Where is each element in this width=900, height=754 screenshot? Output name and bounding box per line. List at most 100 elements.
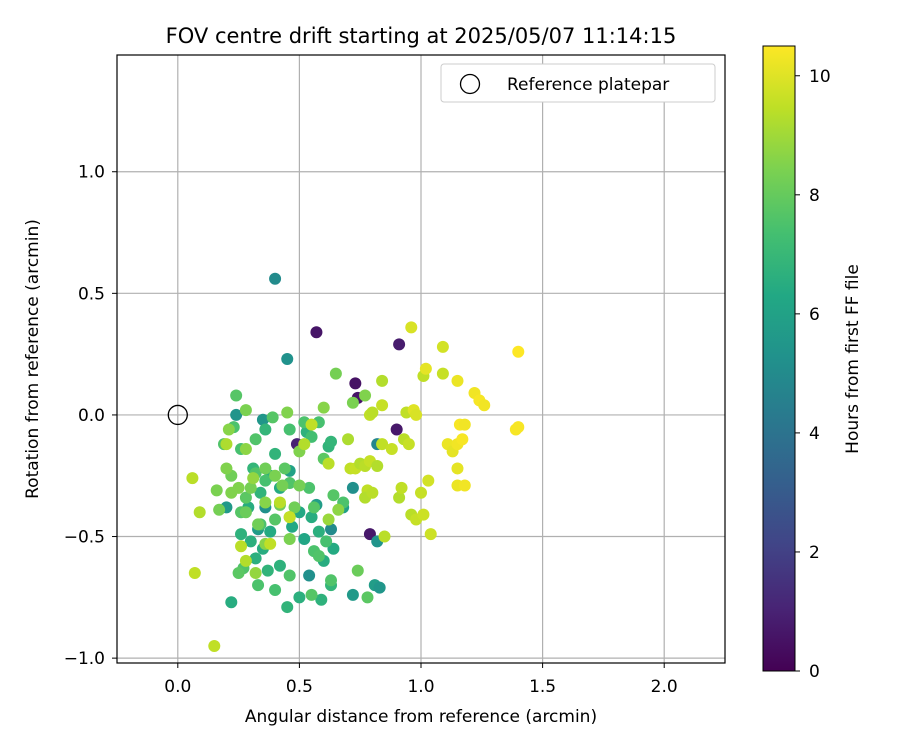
scatter-point (325, 435, 338, 448)
scatter-point (305, 430, 318, 443)
scatter-point (363, 528, 376, 541)
scatter-point (305, 418, 318, 431)
scatter-point (417, 508, 430, 521)
scatter-point (332, 503, 345, 516)
scatter-point (378, 530, 391, 543)
scatter-point (288, 501, 301, 514)
reference-layer (167, 404, 188, 426)
scatter-point (293, 591, 306, 604)
chart-title: FOV centre drift starting at 2025/05/07 … (166, 24, 677, 48)
y-tick-label: −1.0 (64, 649, 105, 669)
scatter-point (225, 486, 238, 499)
scatter-point (235, 528, 248, 541)
scatter-point (249, 552, 262, 565)
scatter-point (261, 564, 274, 577)
x-tick-label: 1.5 (529, 677, 556, 697)
scatter-point (305, 511, 318, 524)
scatter-point (281, 406, 294, 419)
scatter-point (376, 374, 389, 387)
grid-lines (117, 55, 725, 663)
scatter-point (415, 486, 427, 499)
scatter-point (269, 447, 282, 460)
scatter-point (259, 423, 272, 436)
scatter-point (478, 399, 491, 412)
x-tick-label: 2.0 (651, 677, 678, 697)
scatter-point (235, 540, 248, 553)
scatter-point (249, 567, 262, 580)
colorbar-ticks: 0 2 4 6 8 10 (795, 67, 831, 682)
scatter-point (512, 345, 525, 358)
scatter-point (264, 537, 277, 550)
scatter-point (395, 481, 408, 494)
scatter-point (385, 442, 398, 455)
scatter-point (281, 353, 294, 365)
scatter-point (239, 491, 252, 504)
colorbar-tick-label: 4 (809, 424, 820, 444)
scatter-point (322, 457, 335, 470)
scatter-point (310, 326, 323, 339)
scatter-point (320, 535, 333, 548)
reference-platepar-marker (167, 404, 188, 426)
legend: Reference platepar (440, 63, 716, 103)
scatter-point (410, 408, 423, 421)
scatter-point (256, 413, 269, 426)
scatter-point (249, 433, 262, 446)
scatter-point (312, 525, 325, 538)
scatter-point (366, 486, 379, 499)
scatter-point (283, 569, 296, 582)
scatter-point (273, 496, 286, 509)
scatter-point (346, 481, 359, 494)
scatter-point (327, 542, 340, 555)
scatter-point (281, 601, 294, 614)
scatter-point (269, 584, 282, 597)
y-tick-label: 0.5 (78, 284, 105, 304)
scatter-point (269, 469, 282, 482)
scatter-point (371, 460, 384, 473)
scatter-point (405, 321, 418, 334)
scatter-point (342, 433, 355, 446)
y-tick-label: −0.5 (64, 528, 105, 548)
scatter-point (451, 462, 464, 475)
scatter-point (278, 462, 291, 475)
scatter-point (293, 479, 306, 492)
y-tick-label: 0.0 (78, 406, 105, 426)
scatter-point (273, 559, 286, 572)
scatter-point (436, 367, 449, 380)
scatter-point (264, 525, 277, 538)
scatter-point (239, 404, 252, 417)
scatter-point (230, 389, 243, 402)
scatter-point (458, 479, 471, 492)
scatter-point (220, 438, 233, 451)
scatter-point (361, 591, 374, 604)
scatter-point (239, 506, 252, 519)
scatter-point (252, 518, 265, 531)
scatter-point (252, 579, 265, 592)
scatter-point (419, 362, 432, 375)
scatter-point (436, 340, 449, 353)
scatter-point (259, 462, 272, 475)
scatter-point (259, 474, 272, 487)
colorbar-tick-label: 8 (809, 186, 820, 206)
scatter-point (325, 523, 338, 536)
scatter-point (512, 421, 525, 434)
scatter-point (298, 438, 311, 451)
scatter-point (239, 442, 252, 455)
scatter-point (244, 481, 257, 494)
scatter-point (225, 596, 238, 609)
scatter-point (188, 567, 201, 580)
y-axis-label: Rotation from reference (arcmin) (23, 219, 43, 499)
scatter-point (327, 489, 340, 502)
scatter-point (210, 484, 223, 497)
scatter-point (312, 549, 325, 562)
scatter-point (303, 569, 316, 582)
scatter-point (393, 338, 406, 351)
scatter-point (303, 481, 316, 494)
scatter-point (269, 513, 282, 526)
scatter-point (329, 367, 342, 380)
scatter-point (458, 418, 471, 431)
colorbar-tick-label: 6 (809, 305, 820, 325)
scatter-point (451, 374, 464, 387)
scatter-point (317, 401, 330, 414)
